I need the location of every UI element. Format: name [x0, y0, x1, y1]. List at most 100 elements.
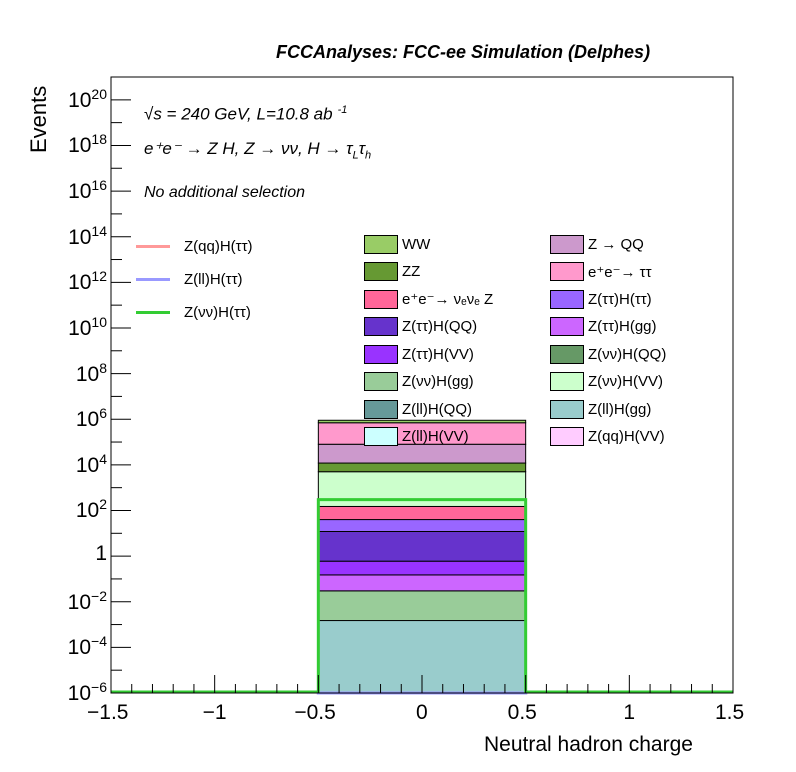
bar-z-h-gg — [317, 590, 527, 622]
legend-swatch — [550, 289, 584, 309]
process-main: e⁺e⁻ → Z H, Z → νν, H → τ — [144, 139, 353, 158]
process-sub1: L — [352, 149, 359, 162]
legend-label: Z(ll)H(ττ) — [184, 270, 243, 288]
x-axis-ticks — [110, 675, 734, 693]
process-sub2: h — [364, 149, 372, 162]
page-title: FCCAnalyses: FCC-ee Simulation (Delphes) — [276, 42, 651, 62]
legend-item-z-h: Z(νν)H(ττ) — [136, 301, 251, 323]
legend-label: Z(ττ)H(VV) — [402, 345, 474, 363]
legend-item-z-qq-h: Z(qq)H(ττ) — [136, 235, 253, 257]
y-tick-label: 1012 — [68, 268, 107, 295]
y-tick-label: 10−2 — [67, 587, 107, 614]
legend-label: WW — [402, 235, 431, 253]
legend-label: Z(qq)H(VV) — [588, 428, 665, 445]
legend-label: Z(qq)H(ττ) — [184, 237, 253, 255]
selection-label: No additional selection — [144, 184, 305, 201]
y-tick-label: 10−4 — [67, 633, 107, 660]
legend-label: Z(νν)H(VV) — [588, 373, 663, 390]
x-tick-label: 0 — [416, 701, 428, 724]
legend-swatch — [550, 372, 584, 391]
stacked-bars — [317, 419, 527, 694]
bar-z-h-vv — [317, 560, 527, 576]
legend-swatch — [364, 372, 398, 391]
legend-label: Z(ll)H(QQ) — [402, 400, 472, 418]
bar-z-h — [317, 519, 527, 532]
y-axis-ticks — [111, 76, 131, 694]
legend-line-swatch — [136, 310, 170, 314]
y-tick-label: 1010 — [68, 313, 107, 340]
legend-item-z-h-vv: Z(ττ)H(VV) — [364, 343, 474, 365]
bar-z-h-vv — [317, 471, 527, 507]
y-tick-label: 106 — [75, 405, 107, 432]
legend-line-swatch — [136, 244, 170, 248]
legend-item-z-h-qq: Z(νν)H(QQ) — [550, 343, 666, 365]
legend-swatch — [550, 344, 584, 364]
legend-item-zz: ZZ — [364, 261, 420, 283]
y-tick-label: 104 — [75, 450, 107, 477]
legend-swatch — [550, 399, 584, 419]
legend-label: ZZ — [402, 263, 421, 280]
legend-item-z-h-gg: Z(νν)H(gg) — [364, 371, 474, 393]
legend-item-e-e: e⁺e⁻→ ττ — [550, 261, 652, 283]
legend-label: Z(ττ)H(gg) — [588, 318, 657, 335]
legend-swatch — [364, 289, 398, 309]
x-tick-label: −0.5 — [294, 701, 336, 724]
legend-swatch — [364, 344, 398, 364]
legend-item-z-ll-h-qq: Z(ll)H(QQ) — [364, 398, 472, 420]
bar-zz — [317, 462, 527, 473]
x-tick-label: −1.5 — [87, 701, 129, 724]
signal-line-z-h — [111, 498, 733, 694]
legend-label: Z(ττ)H(QQ) — [402, 318, 478, 335]
legend-swatch — [550, 234, 584, 254]
energy-sup: -1 — [337, 104, 348, 116]
y-tick-label: 10−6 — [67, 679, 107, 705]
legend-label: Z → QQ — [588, 235, 644, 253]
legend-swatch — [364, 317, 398, 336]
legend-swatch — [364, 262, 398, 281]
legend-label: Z(νν)H(ττ) — [184, 303, 251, 321]
y-tick-label: 1014 — [68, 222, 107, 249]
legend-line-swatch — [136, 277, 170, 281]
legend-swatch — [364, 427, 398, 446]
legend-item-z-qq-h-vv: Z(qq)H(VV) — [550, 426, 665, 448]
bar-z-h-qq — [317, 530, 527, 562]
bar-ww — [317, 419, 527, 424]
legend-label: e⁺e⁻→ νₑνₑ Z — [402, 291, 494, 308]
legend-swatch — [364, 399, 398, 419]
legend-swatch — [364, 234, 398, 254]
y-tick-label: 108 — [75, 359, 107, 386]
legend-item-z-qq: Z → QQ — [550, 233, 644, 255]
x-tick-label: 0.5 — [507, 701, 537, 724]
legend-item-e-e-z: e⁺e⁻→ νₑνₑ Z — [364, 288, 493, 310]
legend-item-z-ll-h-vv: Z(ll)H(VV) — [364, 426, 469, 448]
legend-item-ww: WW — [364, 233, 430, 255]
y-axis-title: Events — [26, 85, 51, 153]
x-tick-label: −1 — [202, 701, 227, 724]
legend-label: Z(νν)H(QQ) — [588, 345, 667, 363]
legend-item-z-h-qq: Z(ττ)H(QQ) — [364, 316, 477, 338]
x-tick-label: 1 — [623, 701, 636, 724]
x-axis-title: Neutral hadron charge — [484, 733, 693, 756]
y-tick-label: 1020 — [68, 85, 107, 112]
legend-item-z-ll-h-gg: Z(ll)H(gg) — [550, 398, 651, 420]
y-tick-label: 1016 — [68, 177, 107, 204]
y-tick-label: 102 — [75, 496, 107, 523]
legend-swatch — [550, 262, 584, 281]
bar-z-h-gg — [317, 574, 527, 592]
legend-label: Z(ll)H(gg) — [588, 400, 652, 418]
y-tick-label: 1018 — [68, 131, 107, 158]
legend-swatch — [550, 427, 584, 446]
legend-item-z-h: Z(ττ)H(ττ) — [550, 288, 652, 310]
legend-item-z-h-vv: Z(νν)H(VV) — [550, 371, 663, 393]
process-label: e⁺e⁻ → Z H, Z → νν, H → τLτh — [144, 139, 371, 161]
x-tick-label: 1.5 — [715, 701, 745, 724]
legend-swatch — [550, 317, 584, 336]
energy-label: √s = 240 GeV, L=10.8 ab -1 — [144, 104, 347, 125]
energy-text: √s = 240 GeV, L=10.8 ab — [144, 104, 333, 124]
legend-item-z-h-gg: Z(ττ)H(gg) — [550, 316, 657, 338]
legend-item-z-ll-h: Z(ll)H(ττ) — [136, 268, 243, 290]
legend-label: e⁺e⁻→ ττ — [588, 263, 652, 281]
legend-label: Z(νν)H(gg) — [402, 373, 474, 390]
y-tick-label: 1 — [95, 542, 107, 566]
